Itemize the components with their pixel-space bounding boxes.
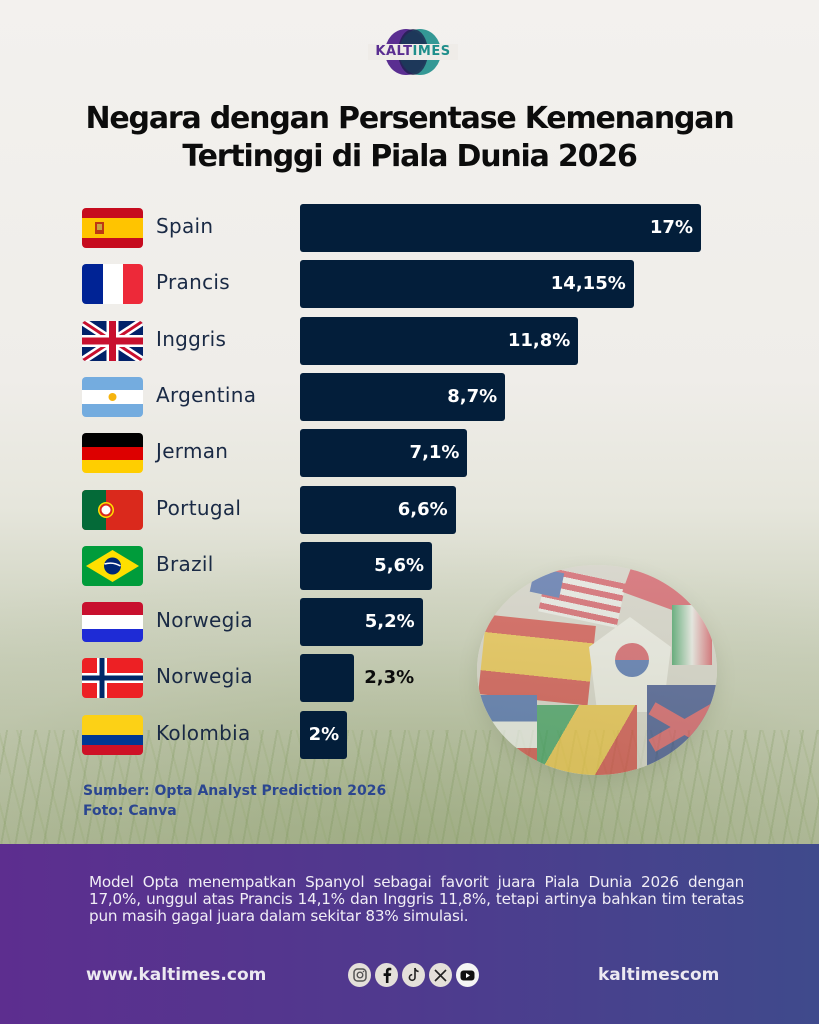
logo-text-right: IMES: [412, 44, 451, 59]
chart-row: Inggris 11,8%: [0, 316, 819, 365]
description-text: Model Opta menempatkan Spanyol sebagai f…: [89, 873, 744, 925]
chart-row: Portugal 6,6%: [0, 485, 819, 534]
chart-row: Norwegia 2,3%: [0, 654, 819, 703]
chart-row: Argentina 8,7%: [0, 372, 819, 421]
data-label: 5,2%: [364, 611, 415, 633]
category-label: Prancis: [156, 270, 230, 295]
data-label: 2,3%: [364, 667, 415, 689]
bar: [300, 429, 468, 478]
germany-flag-icon: [82, 433, 143, 474]
data-label: 11,8%: [507, 329, 571, 351]
category-label: Spain: [156, 214, 214, 238]
bar: [300, 710, 348, 759]
brazil-flag-icon: [82, 545, 143, 586]
facebook-icon[interactable]: [375, 963, 398, 987]
bar: [300, 316, 579, 365]
bar: [300, 204, 701, 252]
chart-row: Norwegia 5,2%: [0, 598, 819, 647]
bar: [300, 260, 634, 309]
chart-row: Spain 17%: [0, 204, 819, 252]
website-link[interactable]: www.kaltimes.com: [86, 965, 267, 985]
title-line-1: Negara dengan Persentase Kemenangan: [85, 101, 735, 136]
data-label: 2%: [308, 723, 340, 745]
bar: [300, 598, 423, 647]
source-text: Sumber: Opta Analyst Prediction 2026: [83, 783, 387, 799]
france-flag-icon: [82, 264, 143, 305]
category-label: Argentina: [156, 382, 257, 407]
data-label: 8,7%: [447, 385, 498, 407]
category-label: Inggris: [156, 326, 227, 351]
chart-title: Negara dengan Persentase Kemenangan Tert…: [0, 100, 819, 176]
data-label: 7,1%: [409, 442, 460, 464]
colombia-flag-icon: [82, 714, 143, 755]
bar: [300, 654, 355, 703]
instagram-icon[interactable]: [348, 963, 371, 987]
data-label: 17%: [649, 217, 693, 238]
data-label: 14,15%: [550, 273, 626, 295]
argentina-flag-icon: [82, 376, 143, 417]
data-label: 5,6%: [374, 554, 425, 576]
chart-row: Brazil 5,6%: [0, 541, 819, 590]
social-handle[interactable]: kaltimescom: [598, 965, 720, 985]
youtube-icon[interactable]: [456, 963, 479, 987]
x-icon[interactable]: [429, 963, 452, 987]
uk-flag-icon: [82, 320, 143, 361]
chart-row: Jerman 7,1%: [0, 429, 819, 478]
bar: [300, 485, 456, 534]
spain-flag-icon: [82, 208, 143, 248]
data-label: 6,6%: [397, 498, 448, 520]
chart-row: Prancis 14,15%: [0, 260, 819, 309]
category-label: Kolombia: [156, 720, 251, 745]
bar: [300, 372, 506, 421]
bar: [300, 541, 433, 590]
source-note: Sumber: Opta Analyst Prediction 2026 Fot…: [83, 781, 386, 821]
footer-panel: [0, 844, 819, 1024]
portugal-flag-icon: [82, 489, 143, 530]
category-label: Jerman: [156, 439, 229, 464]
photo-credit: Foto: Canva: [83, 803, 177, 819]
kaltimes-logo: KALTIMES: [368, 28, 458, 76]
category-label: Portugal: [156, 495, 242, 520]
category-label: Norwegia: [156, 664, 253, 689]
category-label: Norwegia: [156, 608, 253, 633]
chart-row: Kolombia 2%: [0, 710, 819, 759]
netherlands-flag-icon: [82, 602, 143, 643]
logo-text-left: KALT: [375, 44, 413, 59]
norway-flag-icon: [82, 658, 143, 699]
title-line-2: Tertinggi di Piala Dunia 2026: [182, 139, 637, 174]
tiktok-icon[interactable]: [402, 963, 425, 987]
category-label: Brazil: [156, 551, 214, 576]
soccer-ball-image: [477, 565, 717, 775]
social-icons: [348, 963, 479, 987]
